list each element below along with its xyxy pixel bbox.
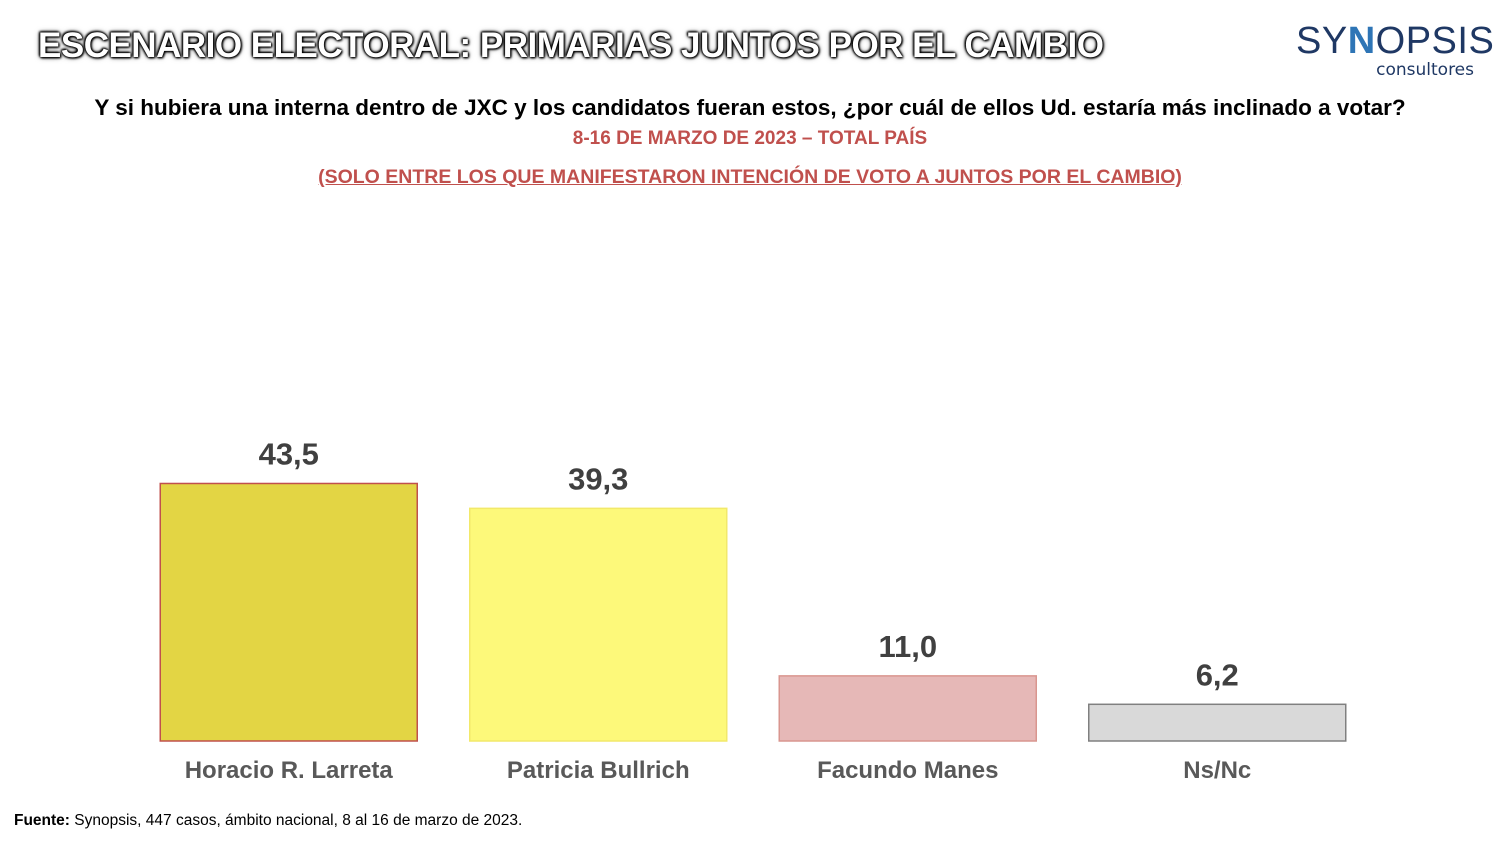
sample-subset-note: (SOLO ENTRE LOS QUE MANIFESTARON INTENCI… — [318, 166, 1182, 188]
bar-value-label-0: 43,5 — [259, 436, 319, 471]
source-label: Fuente: — [14, 812, 70, 829]
category-label-0: Horacio R. Larreta — [185, 757, 394, 784]
category-label-1: Patricia Bullrich — [507, 757, 690, 784]
synopsis-logo: SYNOPSIS consultores — [1296, 20, 1495, 80]
survey-dateline: 8-16 DE MARZO DE 2023 – TOTAL PAÍS — [572, 128, 928, 149]
bar-2 — [778, 675, 1037, 742]
source-text: Synopsis, 447 casos, ámbito nacional, 8 … — [69, 812, 523, 829]
source-footnote: Fuente: Synopsis, 447 casos, ámbito naci… — [14, 812, 522, 830]
bar-value-label-3: 6,2 — [1196, 657, 1239, 692]
logo-wordmark: SYNOPSIS — [1296, 20, 1495, 62]
bar-value-label-1: 39,3 — [568, 461, 628, 496]
category-label-3: Ns/Nc — [1183, 757, 1251, 784]
logo-subtitle: consultores — [1376, 60, 1474, 80]
bar-0 — [159, 482, 418, 742]
survey-question: Y si hubiera una interna dentro de JXC y… — [94, 95, 1406, 120]
slide-title: ESCENARIO ELECTORAL: PRIMARIAS JUNTOS PO… — [38, 26, 1104, 65]
bar-1 — [469, 507, 728, 742]
category-label-2: Facundo Manes — [817, 757, 998, 784]
bar-value-label-2: 11,0 — [878, 629, 937, 664]
bar-3 — [1088, 703, 1347, 742]
